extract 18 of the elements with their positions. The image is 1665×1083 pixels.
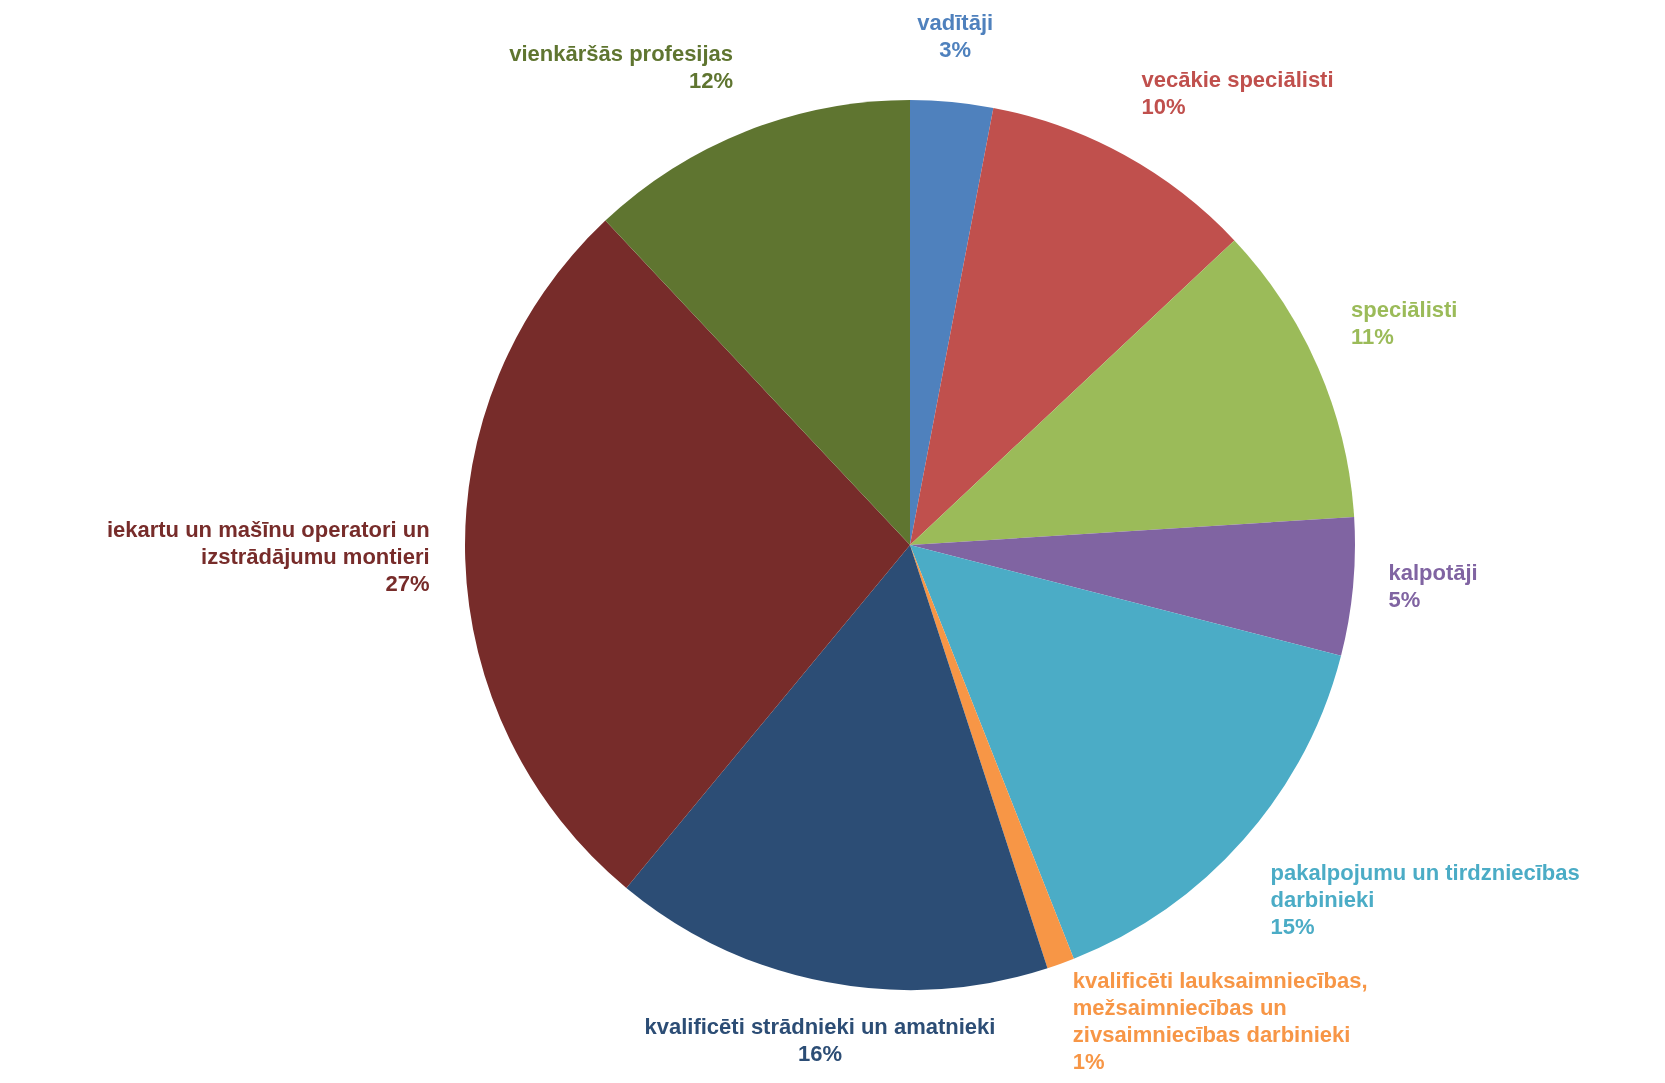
slice-label: kvalificēti strādnieki un amatnieki xyxy=(644,1014,996,1040)
data-label: 11% xyxy=(1351,324,1394,350)
data-label: 5% xyxy=(1388,587,1421,613)
data-label: 27% xyxy=(385,570,430,596)
data-label: 10% xyxy=(1141,93,1186,119)
slice-label: vienkāršās profesijas xyxy=(509,41,734,67)
slice-label: kvalificēti lauksaimniecības, mežsaimniecības un zivsaimniecības darbinieki xyxy=(1072,968,1368,1048)
data-label: 3% xyxy=(939,36,972,62)
slice-label: pakalpojumu un tirdzniecības darbinieki xyxy=(1270,859,1580,912)
slice-label: iekartu un mašīnu operatori un izstrādājumu montieri xyxy=(106,516,430,569)
data-label: 16% xyxy=(797,1041,842,1067)
data-label: 12% xyxy=(689,68,734,94)
slice-label: kalpotāji xyxy=(1388,560,1478,586)
slice-label: speciālisti xyxy=(1351,297,1458,323)
slice-label: vecākie speciālisti xyxy=(1141,66,1334,92)
data-label: 1% xyxy=(1072,1049,1105,1075)
slice-label: vadītāji xyxy=(917,9,994,35)
data-label: 15% xyxy=(1270,913,1315,939)
